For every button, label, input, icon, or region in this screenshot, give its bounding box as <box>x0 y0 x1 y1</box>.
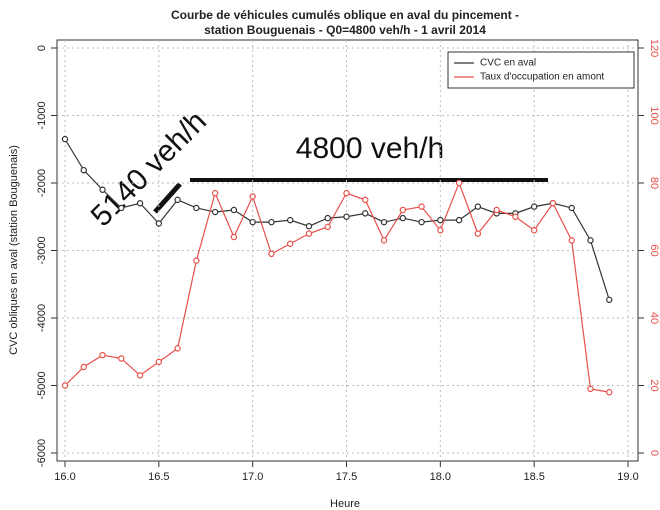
point <box>324 214 331 222</box>
point <box>474 203 482 210</box>
y2-tick-label: 120 <box>648 39 660 57</box>
point <box>399 206 406 214</box>
y-tick-label: -5000 <box>36 371 48 399</box>
y2-tick-label: 100 <box>648 106 660 124</box>
x-tick-label: 19.0 <box>617 471 638 483</box>
y-tick-label: -2000 <box>36 169 48 197</box>
point <box>249 218 256 226</box>
y2-tick-label: 20 <box>648 379 660 391</box>
point <box>155 358 163 366</box>
y-tick-label: 0 <box>36 45 48 51</box>
series-line <box>64 138 610 300</box>
point <box>587 385 594 393</box>
y2-tick-label: 40 <box>648 312 660 324</box>
y-tick-label: -1000 <box>36 101 48 129</box>
point <box>230 206 238 214</box>
point <box>362 196 369 204</box>
y2-tick-label: 60 <box>648 244 660 256</box>
point <box>380 218 388 226</box>
point <box>118 355 125 362</box>
legend: CVC en aval Taux d'occupation en amont <box>447 51 635 89</box>
point <box>606 389 613 396</box>
point <box>211 208 219 216</box>
point <box>343 189 350 197</box>
point <box>418 218 425 226</box>
point <box>530 203 538 210</box>
point <box>380 237 388 244</box>
x-tick-label: 18.0 <box>430 471 451 483</box>
point <box>362 210 369 217</box>
legend-box <box>447 51 635 89</box>
annotation: 4800 veh/h <box>296 132 444 165</box>
legend-label: Taux d'occupation en amont <box>480 72 604 83</box>
point <box>268 250 275 258</box>
point <box>587 237 594 244</box>
point <box>155 220 163 227</box>
point <box>99 351 106 359</box>
annotation: 5140 veh/h <box>85 105 213 233</box>
chart-title: Courbe de véhicules cumulés oblique en a… <box>171 8 519 22</box>
point <box>230 233 238 241</box>
x-tick-label: 16.5 <box>148 471 169 483</box>
point <box>437 227 444 234</box>
y-tick-label: -4000 <box>36 304 48 332</box>
point <box>455 216 463 224</box>
x-tick-label: 16.0 <box>54 471 75 483</box>
y-tick-label: -6000 <box>36 439 48 467</box>
y-tick-label: -3000 <box>36 236 48 264</box>
chart-subtitle: station Bouguenais - Q0=4800 veh/h - 1 a… <box>204 23 486 37</box>
point <box>80 166 87 174</box>
point <box>118 204 125 212</box>
x-tick-label: 17.0 <box>242 471 263 483</box>
point <box>287 216 294 224</box>
point <box>549 200 557 207</box>
series-line <box>64 181 610 393</box>
x-tick-label: 17.5 <box>336 471 357 483</box>
point <box>211 189 219 197</box>
point <box>474 230 482 237</box>
y2-tick-label: 0 <box>648 450 660 456</box>
point <box>61 382 69 389</box>
y2-tick-label: 80 <box>648 177 660 189</box>
point <box>174 345 181 352</box>
point <box>249 193 256 200</box>
point <box>606 296 613 303</box>
point <box>99 186 106 193</box>
point <box>343 213 350 220</box>
point <box>512 213 519 220</box>
point <box>437 216 444 224</box>
x-tick-label: 18.5 <box>523 471 544 483</box>
point <box>287 240 294 247</box>
point <box>80 363 87 371</box>
point <box>493 206 500 214</box>
y-axis-label: CVC obliques en aval (station Bouguenais… <box>8 145 20 355</box>
point <box>193 204 200 212</box>
point <box>418 203 425 210</box>
point <box>568 204 575 212</box>
point <box>305 230 313 237</box>
legend-label: CVC en aval <box>480 58 536 69</box>
point <box>193 257 200 264</box>
point <box>399 214 406 222</box>
point <box>455 179 463 187</box>
point <box>136 372 144 379</box>
point <box>268 218 275 226</box>
point <box>568 237 575 244</box>
annotation-line <box>153 182 182 214</box>
point <box>305 222 313 230</box>
point <box>530 227 538 234</box>
point <box>324 223 331 231</box>
point <box>136 200 144 207</box>
point <box>174 196 181 204</box>
point <box>61 135 69 143</box>
x-axis-label: Heure <box>330 498 360 510</box>
